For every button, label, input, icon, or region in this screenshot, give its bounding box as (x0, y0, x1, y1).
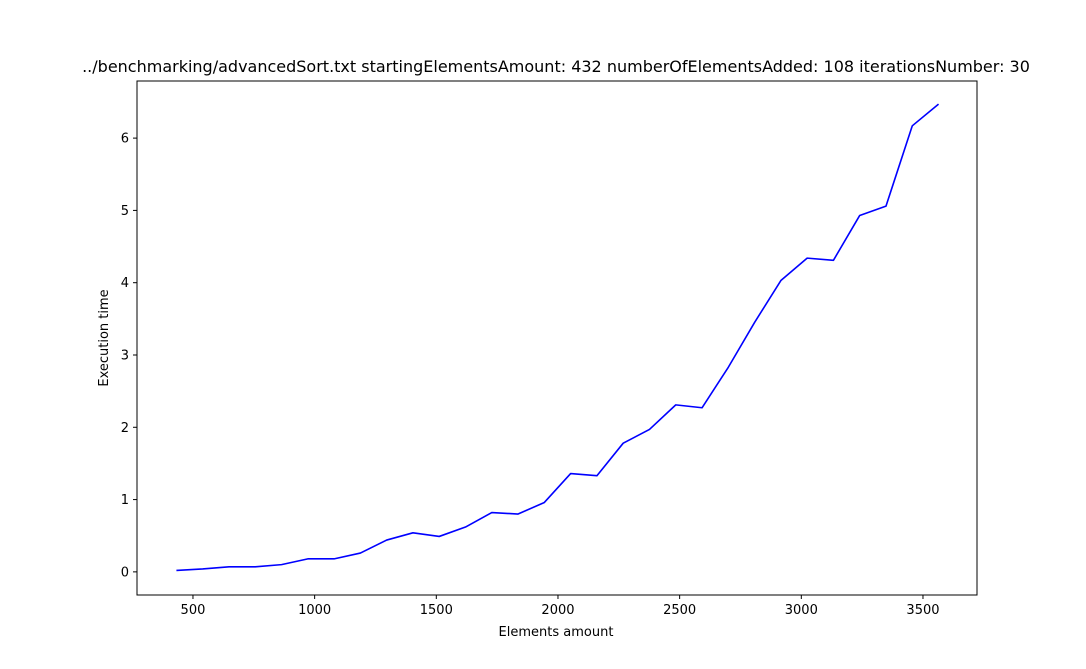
chart-title: ../benchmarking/advancedSort.txt startin… (82, 57, 1030, 76)
x-tick-label-1500: 1500 (420, 603, 453, 618)
y-tick-label-1: 1 (121, 493, 129, 508)
y-axis-label: Execution time (97, 289, 112, 386)
y-tick-label-3: 3 (121, 348, 129, 363)
axes-frame (136, 80, 978, 596)
x-axis-label: Elements amount (499, 625, 614, 640)
y-tick-label-2: 2 (121, 421, 129, 436)
series-line-0 (176, 103, 940, 572)
x-tick-label-500: 500 (181, 603, 206, 618)
y-tick-label-5: 5 (121, 204, 129, 219)
x-tick-label-3000: 3000 (785, 603, 818, 618)
y-tick-label-6: 6 (121, 132, 129, 147)
plot-area: 500 1000 1500 2000 2500 3000 3500 0 1 2 3 4 5 6 (121, 80, 978, 618)
y-tick-label-0: 0 (121, 565, 129, 580)
y-tick-label-4: 4 (121, 276, 129, 291)
x-tick-label-2500: 2500 (663, 603, 696, 618)
x-tick-label-1000: 1000 (298, 603, 331, 618)
x-tick-label-3500: 3500 (906, 603, 939, 618)
x-tick-label-2000: 2000 (541, 603, 574, 618)
